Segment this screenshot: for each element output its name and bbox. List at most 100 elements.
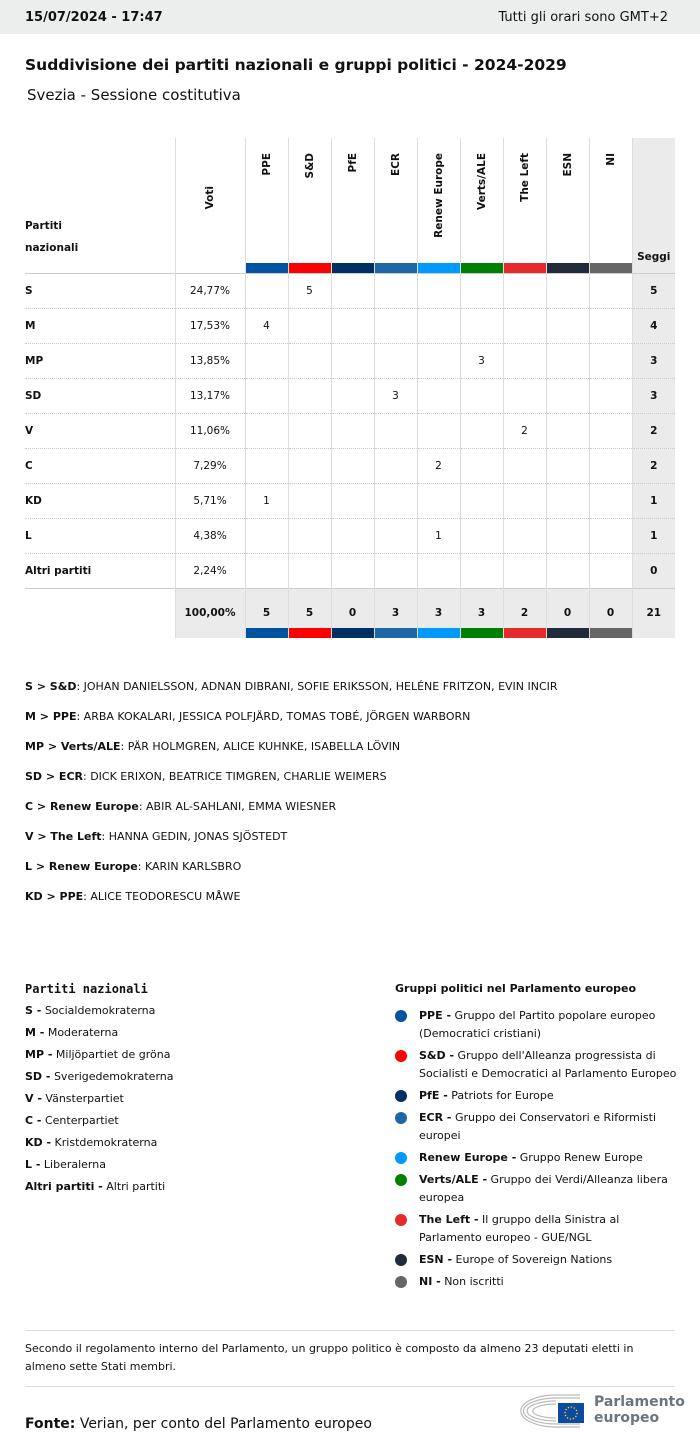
seats-cell: 2	[631, 447, 675, 483]
seat-cell	[244, 552, 288, 588]
group-header: ESN	[545, 138, 589, 273]
seat-cell	[330, 482, 374, 518]
seat-cell	[330, 272, 374, 308]
total-group-seats: 5	[244, 587, 288, 638]
seat-cell	[416, 377, 460, 413]
seat-cell	[416, 272, 460, 308]
seat-cell	[244, 447, 288, 483]
votes-cell: 24,77%	[174, 272, 245, 308]
seat-cell	[287, 517, 331, 553]
group-color-bar	[417, 262, 460, 273]
legend-item: M - Moderaterna	[25, 1026, 119, 1039]
seat-cell	[416, 307, 460, 343]
seat-cell	[416, 342, 460, 378]
seat-cell	[502, 342, 546, 378]
legend-item: KD - Kristdemokraterna	[25, 1136, 158, 1149]
seat-cell: 4	[244, 307, 288, 343]
seats-cell: 1	[631, 482, 675, 518]
seat-cell	[545, 447, 589, 483]
seat-cell	[459, 517, 503, 553]
party-header: Partiti nazionali	[25, 219, 79, 254]
total-group-seats: 0	[545, 587, 589, 638]
top-bar: 15/07/2024 - 17:47 Tutti gli orari sono …	[0, 0, 700, 34]
votes-cell: 7,29%	[174, 447, 245, 483]
color-dot-icon	[395, 1174, 407, 1186]
seat-cell	[545, 342, 589, 378]
seat-cell	[588, 552, 632, 588]
parliament-hemicycle-icon	[520, 1394, 584, 1428]
seat-cell	[459, 272, 503, 308]
legend-item: ECR - Gruppo dei Conservatori e Riformis…	[395, 1109, 685, 1145]
color-dot-icon	[395, 1010, 407, 1022]
seat-cell	[373, 272, 417, 308]
page-subtitle: Svezia - Sessione costitutiva	[27, 86, 241, 104]
seat-cell: 1	[244, 482, 288, 518]
party-name: M	[25, 307, 175, 343]
seat-cell	[459, 482, 503, 518]
seat-cell	[459, 412, 503, 448]
seat-cell	[330, 307, 374, 343]
color-dot-icon	[395, 1214, 407, 1226]
group-color-bar	[503, 628, 546, 638]
seat-cell	[502, 517, 546, 553]
page-title: Suddivisione dei partiti nazionali e gru…	[25, 56, 567, 74]
color-dot-icon	[395, 1276, 407, 1288]
total-seats: 21	[631, 587, 675, 638]
timezone: Tutti gli orari sono GMT+2	[498, 9, 668, 25]
seat-cell	[244, 377, 288, 413]
votes-cell: 13,85%	[174, 342, 245, 378]
seat-cell	[502, 307, 546, 343]
group-color-bar	[589, 628, 632, 638]
party-name: S	[25, 272, 175, 308]
party-name: MP	[25, 342, 175, 378]
seat-cell	[545, 552, 589, 588]
votes-cell: 2,24%	[174, 552, 245, 588]
legend-item: PfE - Patriots for Europe	[395, 1087, 685, 1105]
seat-cell	[588, 447, 632, 483]
table-row: M 17,53% 4 4	[25, 307, 675, 343]
group-header: PPE	[244, 138, 288, 273]
legend-item: PPE - Gruppo del Partito popolare europe…	[395, 1007, 685, 1043]
party-name: L	[25, 517, 175, 553]
seat-cell	[373, 517, 417, 553]
table-row: V 11,06% 2 2	[25, 412, 675, 448]
party-name: SD	[25, 377, 175, 413]
seat-cell: 3	[459, 342, 503, 378]
seat-cell	[459, 307, 503, 343]
votes-cell: 4,38%	[174, 517, 245, 553]
legend-item: C - Centerpartiet	[25, 1114, 119, 1127]
seat-cell	[502, 482, 546, 518]
total-group-seats: 3	[459, 587, 503, 638]
legend-item: V - Vänsterpartiet	[25, 1092, 124, 1105]
group-color-bar	[546, 628, 589, 638]
party-name: Altri partiti	[25, 552, 175, 588]
seat-cell	[287, 447, 331, 483]
ep-logo: Parlamento europeo	[520, 1392, 685, 1428]
group-color-bar	[374, 262, 417, 273]
group-header: NI	[588, 138, 632, 273]
group-color-bar	[460, 262, 503, 273]
group-color-bar	[288, 262, 331, 273]
seat-cell	[459, 377, 503, 413]
legend-item: The Left - Il gruppo della Sinistra al P…	[395, 1211, 685, 1247]
member-line: MP > Verts/ALE: PÄR HOLMGREN, ALICE KUHN…	[25, 740, 401, 753]
group-color-bar	[503, 262, 546, 273]
legend-title: Partiti nazionali	[25, 982, 148, 996]
legend-item: L - Liberalerna	[25, 1158, 106, 1171]
seats-cell: 4	[631, 307, 675, 343]
seat-cell	[588, 517, 632, 553]
group-color-bar	[288, 628, 331, 638]
seat-cell	[373, 342, 417, 378]
group-color-bar	[331, 262, 374, 273]
total-group-seats: 0	[330, 587, 374, 638]
legend-item: Altri partiti - Altri partiti	[25, 1180, 166, 1193]
seat-cell	[545, 377, 589, 413]
seat-cell	[287, 482, 331, 518]
group-header: S&D	[287, 138, 331, 273]
color-dot-icon	[395, 1050, 407, 1062]
legend-item: Renew Europe - Gruppo Renew Europe	[395, 1149, 685, 1167]
seat-cell	[287, 377, 331, 413]
seat-cell	[588, 377, 632, 413]
legend-item: ESN - Europe of Sovereign Nations	[395, 1251, 685, 1269]
seat-cell: 5	[287, 272, 331, 308]
